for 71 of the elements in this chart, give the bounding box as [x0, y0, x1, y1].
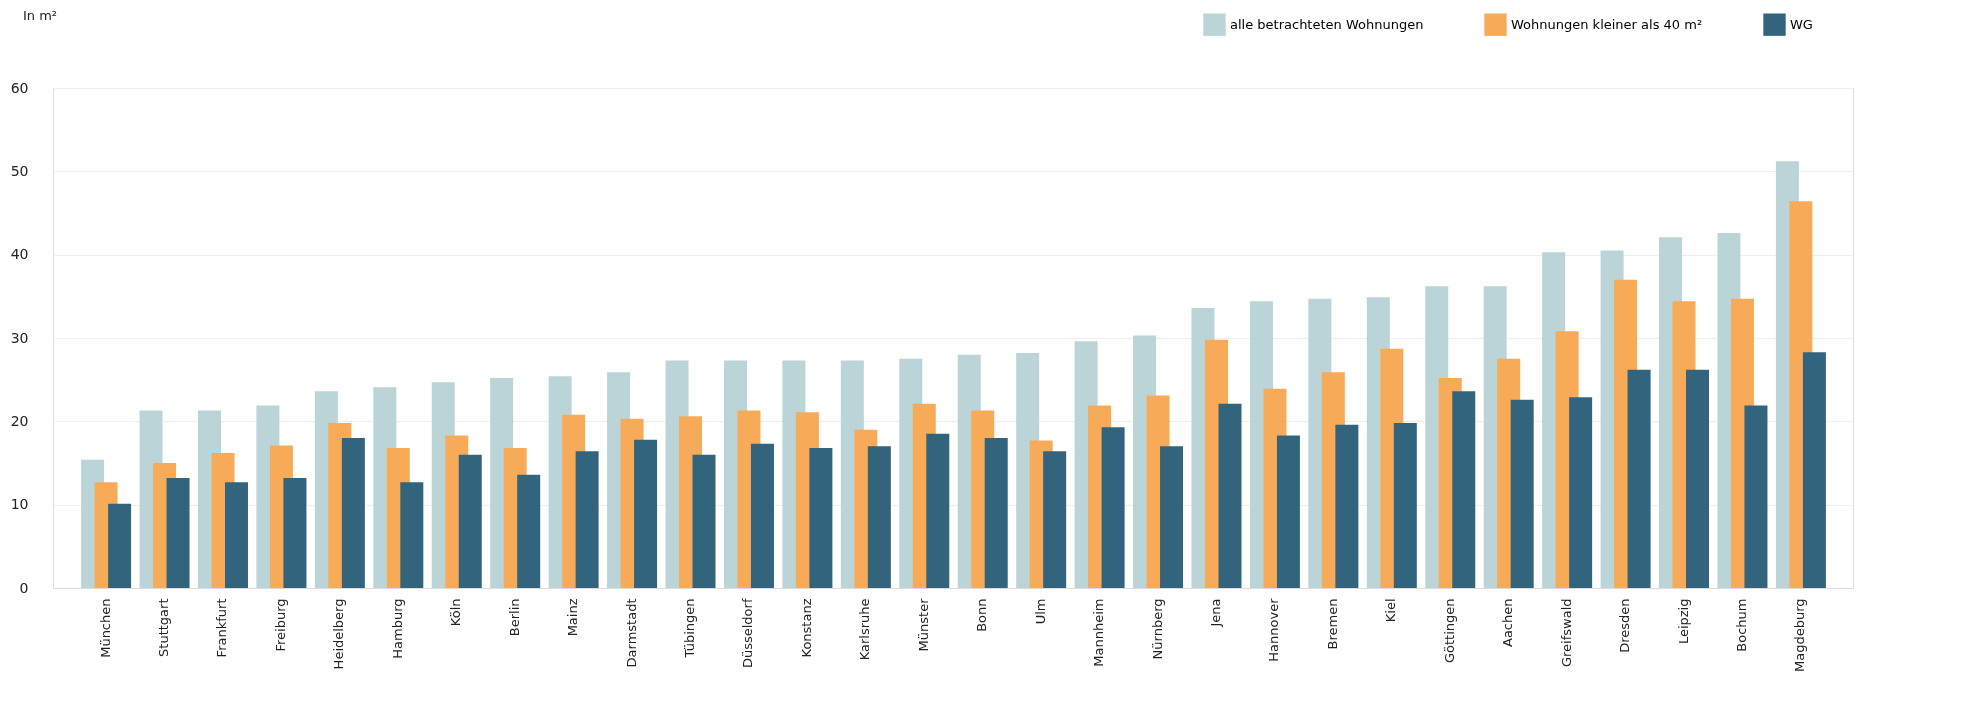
bar: [341, 438, 365, 588]
y-tick-label: 40: [10, 246, 29, 263]
x-tick-label: Magdeburg: [1792, 598, 1808, 673]
bar: [1744, 405, 1768, 588]
bar: [224, 482, 248, 588]
x-tick-label: Mainz: [565, 598, 581, 637]
legend-label: Wohnungen kleiner als 40 m²: [1511, 16, 1703, 32]
x-tick-label: Berlin: [506, 598, 522, 637]
y-tick-label: 10: [10, 496, 29, 513]
bar: [166, 478, 190, 588]
bar: [1569, 397, 1593, 588]
x-tick-label: Karlsruhe: [857, 598, 873, 661]
bar: [1510, 399, 1534, 588]
bar: [1393, 423, 1417, 588]
bar: [1043, 451, 1067, 588]
x-tick-label: Heidelberg: [331, 598, 347, 670]
x-tick-label: Mannheim: [1091, 598, 1107, 667]
legend-label: WG: [1790, 16, 1813, 32]
bar: [809, 448, 833, 588]
x-tick-label: Leipzig: [1675, 598, 1691, 645]
legend-label: alle betrachteten Wohnungen: [1230, 16, 1424, 32]
x-tick-label: Göttingen: [1441, 598, 1457, 664]
x-tick-label: Bonn: [974, 598, 990, 632]
y-tick-label: 0: [19, 579, 29, 596]
bar: [1627, 369, 1651, 588]
bar: [1452, 391, 1476, 588]
bar: [400, 482, 424, 588]
x-tick-label: Dresden: [1617, 598, 1633, 653]
x-tick-label: Freiburg: [272, 598, 288, 652]
x-tick-label: Münster: [915, 597, 931, 652]
bar: [1218, 403, 1242, 588]
bar: [1276, 435, 1300, 588]
x-tick-label: Nürnberg: [1149, 598, 1165, 660]
bar: [1101, 427, 1125, 588]
x-tick-label: Köln: [448, 598, 464, 627]
x-tick-label: Hamburg: [389, 598, 405, 659]
x-tick-label: Darmstadt: [623, 598, 639, 668]
x-tick-label: Konstanz: [798, 598, 814, 658]
y-tick-label: 60: [10, 79, 29, 96]
x-tick-label: Jena: [1207, 598, 1223, 628]
bar: [1802, 352, 1826, 588]
x-tick-label: Düsseldorf: [740, 598, 756, 669]
bar: [1335, 424, 1359, 588]
bar: [283, 478, 307, 588]
bar: [1686, 369, 1710, 588]
y-axis-title: In m²: [23, 8, 58, 23]
y-tick-label: 30: [10, 329, 29, 346]
x-tick-label: München: [97, 598, 113, 658]
bar: [517, 474, 541, 588]
bar: [867, 446, 891, 588]
bar: [750, 443, 774, 588]
bar: [926, 433, 950, 588]
x-tick-label: Greifswald: [1558, 598, 1574, 668]
y-tick-label: 50: [10, 162, 29, 179]
x-tick-label: Tübingen: [682, 598, 698, 659]
bar: [1160, 446, 1184, 588]
bar: [692, 454, 716, 588]
x-tick-label: Kiel: [1383, 598, 1399, 623]
bar: [634, 439, 658, 588]
x-tick-label: Aachen: [1500, 598, 1516, 647]
bar: [458, 454, 482, 588]
bar: [575, 451, 599, 588]
x-tick-label: Bochum: [1733, 598, 1749, 652]
bar: [984, 438, 1008, 588]
x-tick-label: Ulm: [1032, 598, 1048, 625]
x-tick-label: Bremen: [1324, 598, 1340, 650]
x-tick-label: Stuttgart: [156, 598, 172, 657]
x-tick-label: Frankfurt: [214, 598, 230, 658]
x-tick-label: Hannover: [1266, 597, 1282, 662]
bar: [108, 503, 132, 588]
y-tick-label: 20: [10, 412, 29, 429]
